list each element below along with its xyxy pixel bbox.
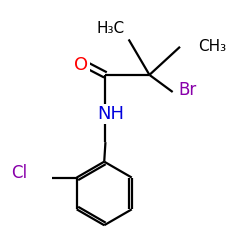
Text: CH₃: CH₃ [198, 39, 226, 54]
Text: Br: Br [179, 80, 197, 98]
Text: O: O [74, 56, 88, 74]
Text: H₃C: H₃C [97, 21, 125, 36]
Text: Cl: Cl [11, 164, 27, 182]
Text: NH: NH [97, 105, 124, 123]
